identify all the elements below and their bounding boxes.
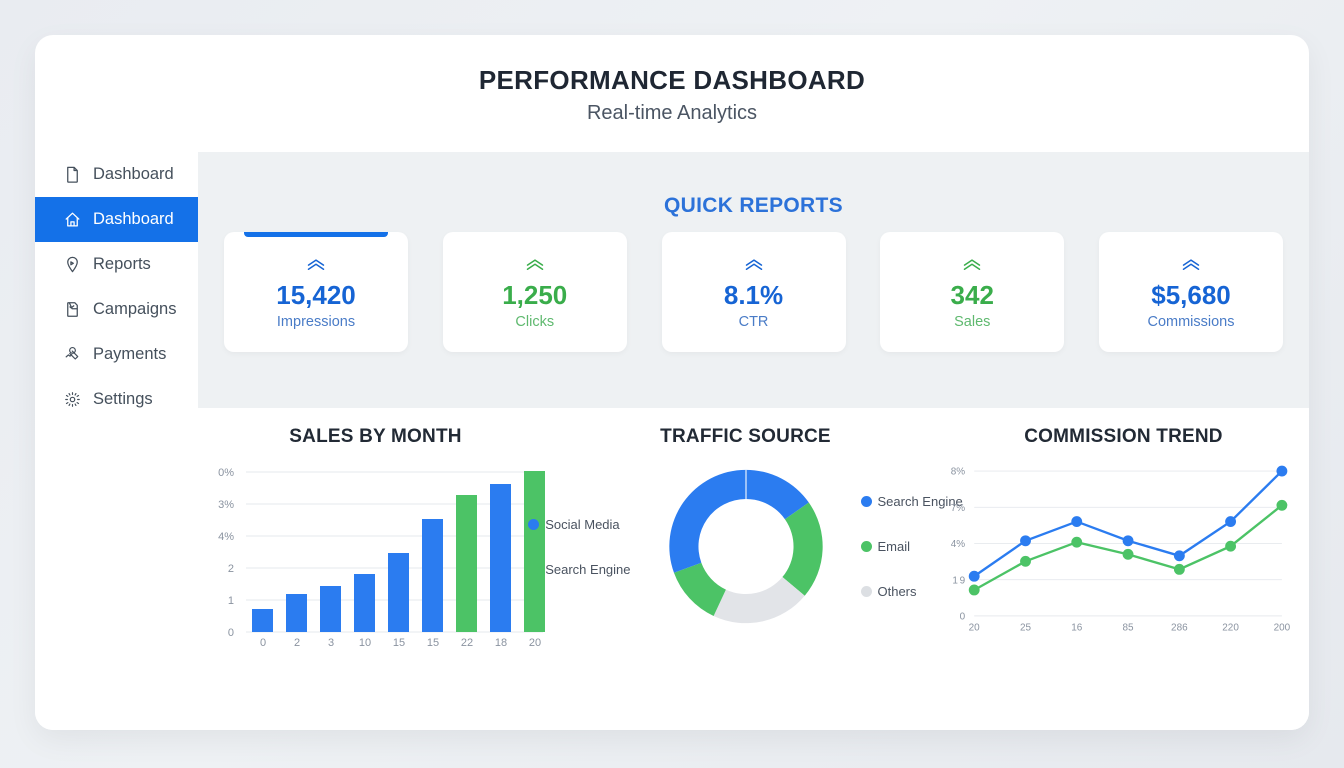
svg-text:1: 1: [952, 575, 958, 586]
svg-text:4%: 4%: [951, 539, 966, 550]
svg-text:0: 0: [960, 611, 966, 622]
svg-text:15: 15: [427, 637, 439, 649]
svg-text:9: 9: [960, 575, 966, 586]
svg-text:200: 200: [1274, 622, 1291, 633]
svg-text:15: 15: [393, 637, 405, 649]
svg-text:25: 25: [1020, 622, 1032, 633]
svg-text:20: 20: [969, 622, 981, 633]
svg-text:18: 18: [495, 637, 507, 649]
svg-text:8%: 8%: [951, 467, 966, 478]
svg-text:220: 220: [1222, 622, 1239, 633]
svg-text:4%: 4%: [218, 531, 234, 543]
svg-text:0: 0: [260, 637, 266, 649]
svg-text:286: 286: [1171, 622, 1188, 633]
svg-text:10: 10: [359, 637, 371, 649]
svg-text:3%: 3%: [218, 499, 234, 511]
svg-text:22: 22: [461, 637, 473, 649]
svg-text:85: 85: [1123, 622, 1135, 633]
svg-text:2: 2: [294, 637, 300, 649]
svg-text:20: 20: [529, 637, 541, 649]
svg-text:0%: 0%: [218, 467, 234, 479]
svg-text:1: 1: [228, 595, 234, 607]
svg-text:16: 16: [1071, 622, 1083, 633]
svg-text:2: 2: [228, 563, 234, 575]
svg-text:0: 0: [228, 627, 234, 639]
svg-text:7%: 7%: [951, 503, 966, 514]
svg-text:3: 3: [328, 637, 334, 649]
